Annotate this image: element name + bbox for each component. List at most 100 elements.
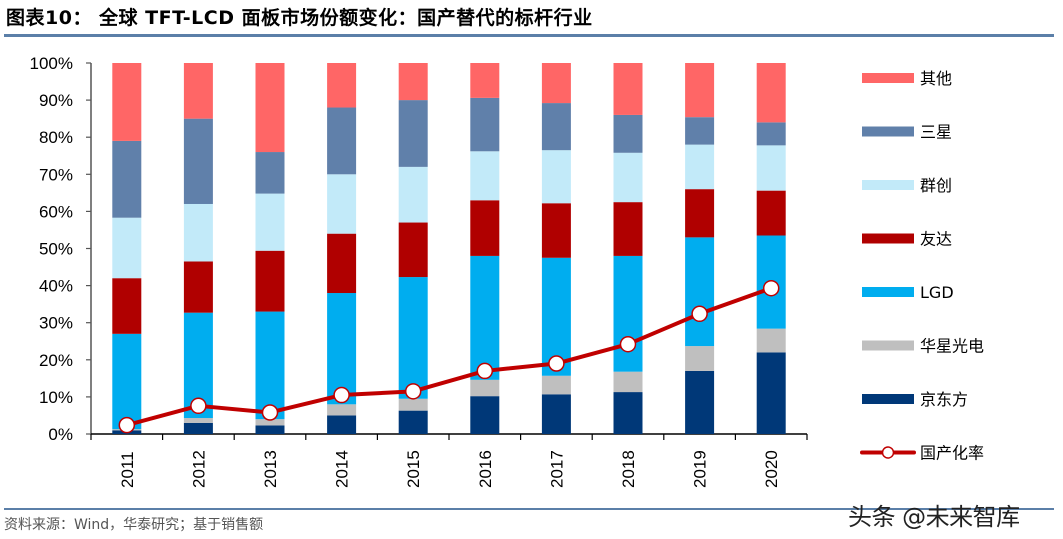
bar-segment <box>112 278 142 334</box>
legend-label: 华星光电 <box>920 337 984 356</box>
bar-segment <box>398 222 428 278</box>
bar-segment <box>255 311 285 420</box>
bar-segment <box>183 422 213 434</box>
legend-item: 三星 <box>862 123 952 142</box>
line-path <box>126 286 772 428</box>
bar-segment <box>470 200 500 256</box>
legend-item: 华星光电 <box>862 337 984 356</box>
y-tick-label: 30% <box>39 314 73 333</box>
line-point <box>261 404 279 421</box>
bar-segment <box>112 333 142 430</box>
legend-marker <box>881 446 895 459</box>
bar-segment <box>398 410 428 434</box>
bar-segment <box>756 328 786 353</box>
x-tick-label: 2019 <box>691 450 710 488</box>
y-tick-label: 10% <box>39 388 73 407</box>
legend-label: LGD <box>920 283 954 302</box>
x-tick-label: 2017 <box>547 450 566 488</box>
bar-segment <box>541 394 571 434</box>
line-point <box>619 335 637 353</box>
bar-segment <box>183 418 213 423</box>
bar-segment <box>470 63 500 98</box>
bar-segment <box>756 63 786 123</box>
y-tick-label: 50% <box>39 240 73 259</box>
legend-swatch <box>862 394 914 404</box>
bar-segment <box>183 118 213 204</box>
bar-segment <box>327 174 357 234</box>
domestic-rate-line <box>118 279 780 434</box>
legend-swatch <box>862 180 914 190</box>
bar-segment <box>327 233 357 294</box>
legend-item: 群创 <box>862 176 952 195</box>
bar-segment <box>255 193 285 251</box>
bar-segment <box>685 63 715 118</box>
legend-label: 三星 <box>920 123 952 142</box>
legend-item: 其他 <box>862 69 952 88</box>
y-tick-label: 20% <box>39 351 73 370</box>
title-divider <box>4 34 1054 37</box>
bar-segment <box>183 203 213 262</box>
bar-segment <box>541 63 571 104</box>
bar-segment <box>112 217 142 279</box>
bar-segment <box>183 63 213 119</box>
bar-segment <box>613 63 643 115</box>
bar-segment <box>112 63 142 141</box>
line-point <box>691 305 708 323</box>
bar-segment <box>685 189 715 238</box>
bar-segment <box>112 140 142 218</box>
legend-swatch <box>862 126 914 137</box>
bar-segment <box>398 277 428 399</box>
watermark: 头条 @未来智库 <box>848 503 1020 531</box>
x-tick-label: 2014 <box>333 450 352 488</box>
legend-item: 京东方 <box>862 390 968 409</box>
bar-segment <box>255 63 285 153</box>
x-tick-label: 2011 <box>118 451 137 488</box>
bar-segment <box>756 352 786 434</box>
bar-segment <box>470 151 500 201</box>
legend-label: 其他 <box>920 69 952 88</box>
line-point <box>404 383 422 400</box>
y-tick-label: 80% <box>39 128 73 147</box>
legend-label: 国产化率 <box>920 444 984 463</box>
bar-segment <box>541 103 571 151</box>
axes: 0% 10% 20% 30% 40% 50% 60% 70% 80% 90% 100% 2011 201… <box>30 54 808 488</box>
y-tick-label: 90% <box>39 91 73 110</box>
bar-segment <box>470 97 500 152</box>
bar-segment <box>398 63 428 101</box>
bar-segment <box>327 107 357 175</box>
legend-label: 友达 <box>920 230 952 249</box>
bar-segment <box>685 370 715 434</box>
bar-segment <box>685 144 715 190</box>
x-tick-label: 2020 <box>762 450 781 488</box>
footer-divider <box>4 508 1054 510</box>
y-tick-label: 70% <box>39 165 73 184</box>
bar-segment <box>756 190 786 236</box>
bar-segment <box>541 375 571 395</box>
bar-segment <box>613 152 643 203</box>
legend-item: 国产化率 <box>860 444 984 463</box>
bar-segment <box>613 371 643 393</box>
bar-segment <box>470 396 500 434</box>
line-point <box>548 355 565 372</box>
bar-segment <box>255 152 285 194</box>
bars <box>112 63 786 434</box>
x-tick-label: 2018 <box>619 450 638 488</box>
line-point <box>476 362 494 380</box>
bar-segment <box>255 425 285 434</box>
bar-segment <box>613 114 643 153</box>
bar-segment <box>756 145 786 191</box>
source-note: 资料来源：Wind，华泰研究；基于销售额 <box>4 517 264 533</box>
line-point <box>190 397 207 415</box>
y-tick-label: 60% <box>39 202 73 221</box>
bar-segment <box>327 293 357 405</box>
bar-segment <box>255 419 285 426</box>
legend-swatch <box>862 233 914 244</box>
legend-swatch <box>862 287 914 297</box>
y-tick-label: 0% <box>48 425 73 444</box>
x-tick-label: 2015 <box>404 450 423 488</box>
bar-segment <box>685 117 715 145</box>
line-point <box>118 416 136 434</box>
bar-segment <box>613 255 643 372</box>
